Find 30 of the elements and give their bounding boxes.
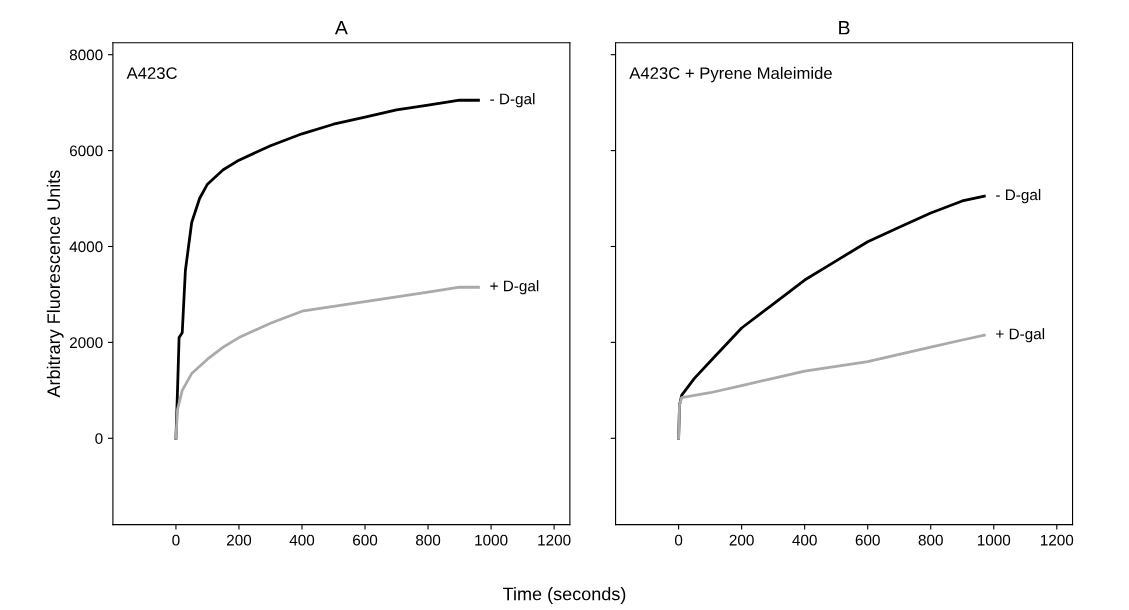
annotation: A423C + Pyrene Maleimide <box>629 66 832 83</box>
series-label: + D-gal <box>490 280 539 295</box>
x-tick-label: 800 <box>918 534 943 546</box>
x-tick-label: 1000 <box>475 534 508 546</box>
x-tick-label: 1200 <box>538 534 571 546</box>
series-label: + D-gal <box>996 328 1045 343</box>
x-tick-label: 600 <box>855 534 880 546</box>
chart-title: A <box>334 20 348 35</box>
x-tick-label: 400 <box>289 534 315 546</box>
series-label: - D-gal <box>490 93 535 108</box>
x-tick-label: 1000 <box>977 534 1011 546</box>
line-series <box>174 285 480 440</box>
annotation: A423C <box>126 67 177 80</box>
x-tick-label: 800 <box>415 534 441 546</box>
x-tick-label: 600 <box>353 534 378 546</box>
y-tick-label: 0 <box>95 433 103 444</box>
x-tick-label: 200 <box>226 534 252 546</box>
x-tick-label: 1200 <box>1040 534 1074 546</box>
y-axis-title: Arbitrary Fluorescence Units <box>46 170 64 398</box>
y-tick-label: 8000 <box>69 49 103 61</box>
x-tick-label: 200 <box>729 534 754 546</box>
x-axis-title: Time (seconds) <box>503 587 626 604</box>
y-tick-label: 6000 <box>69 145 103 157</box>
x-tick-label: 0 <box>172 534 180 546</box>
x-tick-label: 0 <box>674 534 683 546</box>
series-label: - D-gal <box>996 189 1041 204</box>
chart-title: B <box>839 20 850 35</box>
y-tick-label: 4000 <box>69 241 103 253</box>
x-tick-label: 400 <box>792 534 817 546</box>
y-tick-label: 2000 <box>69 337 103 349</box>
